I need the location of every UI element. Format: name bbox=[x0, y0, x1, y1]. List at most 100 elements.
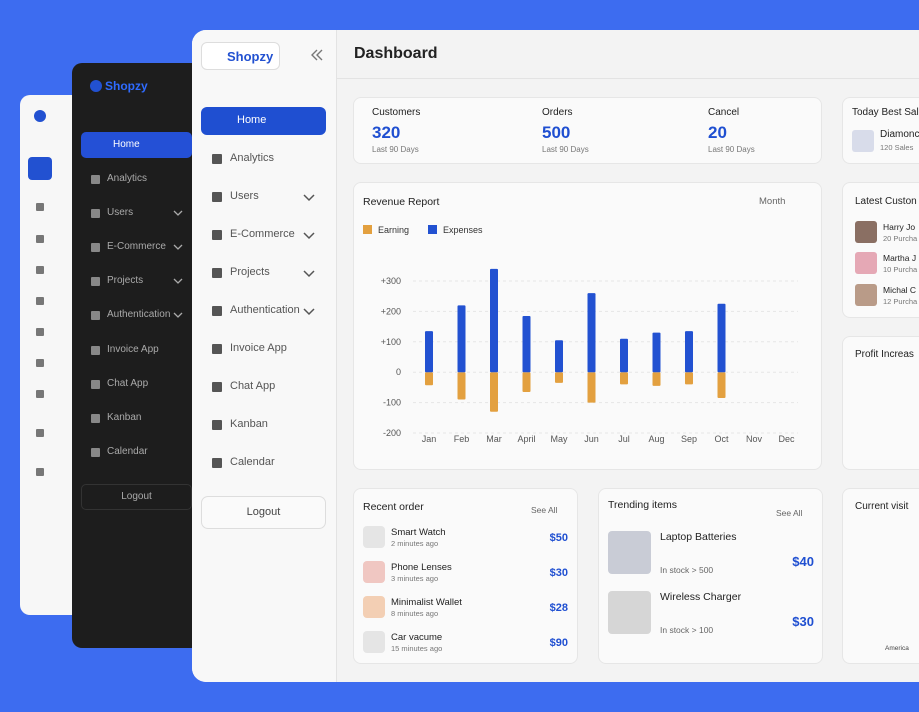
menu-item[interactable]: Invoice App bbox=[107, 344, 159, 355]
x-tick-label: April bbox=[517, 434, 535, 444]
item-name: Minimalist Wallet bbox=[391, 597, 462, 608]
item-thumb bbox=[363, 596, 385, 618]
chevron bbox=[303, 232, 315, 240]
item-price: $40 bbox=[792, 554, 814, 569]
see-all[interactable]: See All bbox=[531, 505, 558, 515]
menu-item[interactable]: E-Commerce bbox=[230, 228, 295, 240]
collapse-icon bbox=[311, 49, 318, 61]
legend-swatch bbox=[363, 225, 372, 234]
legend-label: Expenses bbox=[443, 225, 483, 235]
menu-item[interactable]: Authentication bbox=[107, 309, 171, 320]
card bbox=[353, 488, 578, 664]
menu-item[interactable]: Projects bbox=[107, 275, 144, 286]
menu-icon bbox=[212, 192, 222, 202]
stat-period: Last 90 Days bbox=[708, 145, 755, 154]
x-tick-label: Jul bbox=[618, 434, 630, 444]
active-menu-bg[interactable] bbox=[81, 132, 192, 158]
item-time: 2 minutes ago bbox=[391, 539, 439, 548]
logo-box bbox=[201, 42, 280, 70]
item-name: Car vacume bbox=[391, 632, 443, 643]
x-tick-label: Mar bbox=[486, 434, 502, 444]
logout-button[interactable]: Logout bbox=[81, 484, 192, 510]
card bbox=[842, 336, 919, 470]
card bbox=[353, 97, 822, 164]
bar bbox=[555, 372, 563, 383]
period-select[interactable]: Month bbox=[759, 196, 786, 207]
item-time: 15 minutes ago bbox=[391, 644, 443, 653]
item-thumb bbox=[363, 561, 385, 583]
x-tick-label: Feb bbox=[454, 434, 470, 444]
menu-item[interactable]: Users bbox=[230, 190, 259, 202]
menu-item[interactable]: Home bbox=[237, 114, 267, 126]
bar bbox=[587, 293, 596, 373]
bar bbox=[457, 372, 466, 400]
menu-item[interactable]: Invoice App bbox=[230, 342, 287, 354]
menu-item[interactable]: Analytics bbox=[107, 173, 148, 184]
menu-item[interactable]: Calendar bbox=[107, 446, 148, 457]
menu-item[interactable]: E-Commerce bbox=[107, 241, 166, 252]
x-tick-label: Aug bbox=[648, 434, 664, 444]
card-title: Trending items bbox=[608, 499, 678, 511]
menu-icon bbox=[212, 230, 222, 240]
chevron bbox=[173, 210, 183, 216]
x-tick-label: May bbox=[550, 434, 568, 444]
chart-title: Revenue Report bbox=[363, 196, 440, 208]
y-tick-label: +300 bbox=[381, 276, 401, 286]
logo-icon bbox=[34, 110, 46, 122]
menu-icon bbox=[91, 414, 100, 423]
legend-swatch bbox=[428, 225, 437, 234]
logout-button[interactable]: Logout bbox=[201, 496, 326, 529]
bar bbox=[522, 315, 531, 373]
customer-purchases: 20 Purcha bbox=[883, 234, 918, 243]
menu-item[interactable]: Authentication bbox=[230, 304, 300, 316]
menu-icon bbox=[91, 346, 100, 355]
bar bbox=[490, 372, 498, 412]
nav-icon bbox=[36, 359, 44, 367]
item-price: $30 bbox=[549, 567, 568, 579]
legend-label: Earning bbox=[378, 225, 409, 235]
bar bbox=[717, 303, 726, 373]
x-tick-label: Dec bbox=[778, 434, 795, 444]
stat-label: Orders bbox=[542, 107, 573, 118]
see-all[interactable]: See All bbox=[776, 508, 803, 518]
menu-icon bbox=[91, 243, 100, 252]
header-divider bbox=[337, 78, 919, 79]
menu-item[interactable]: Chat App bbox=[230, 380, 276, 392]
customer-name: Michal C bbox=[883, 285, 917, 295]
menu-item[interactable]: Chat App bbox=[107, 378, 149, 389]
bar bbox=[522, 372, 531, 392]
nav-icon bbox=[36, 235, 44, 243]
menu-item[interactable]: Kanban bbox=[107, 412, 142, 423]
nav-icon bbox=[36, 468, 44, 476]
nav-icon bbox=[36, 429, 44, 437]
menu-item[interactable]: Kanban bbox=[230, 418, 268, 430]
y-tick-label: -200 bbox=[383, 428, 401, 438]
item-name: Phone Lenses bbox=[391, 562, 452, 573]
menu-item[interactable]: Calendar bbox=[230, 456, 275, 468]
chevron bbox=[173, 244, 183, 250]
bar bbox=[425, 331, 433, 373]
avatar bbox=[855, 221, 877, 243]
x-tick-label: Sep bbox=[681, 434, 697, 444]
menu-icon bbox=[212, 154, 222, 164]
card bbox=[842, 182, 919, 318]
item-price: $90 bbox=[549, 637, 568, 649]
sidebar bbox=[192, 30, 337, 682]
menu-item[interactable]: Analytics bbox=[230, 152, 275, 164]
y-tick-label: +100 bbox=[381, 337, 401, 347]
menu-item[interactable]: Home bbox=[113, 139, 140, 150]
card bbox=[842, 488, 919, 664]
stat-period: Last 90 Days bbox=[542, 145, 589, 154]
y-tick-label: 0 bbox=[396, 367, 401, 377]
bar bbox=[620, 338, 628, 373]
active-menu-bg[interactable] bbox=[201, 107, 326, 135]
menu-icon bbox=[212, 382, 222, 392]
menu-item[interactable]: Users bbox=[107, 207, 134, 218]
menu-item[interactable]: Projects bbox=[230, 266, 270, 278]
bar bbox=[620, 372, 628, 385]
card bbox=[598, 488, 823, 664]
y-tick-label: -100 bbox=[383, 398, 401, 408]
nav-icon bbox=[36, 203, 44, 211]
customer-purchases: 12 Purcha bbox=[883, 297, 918, 306]
item-thumb bbox=[363, 526, 385, 548]
